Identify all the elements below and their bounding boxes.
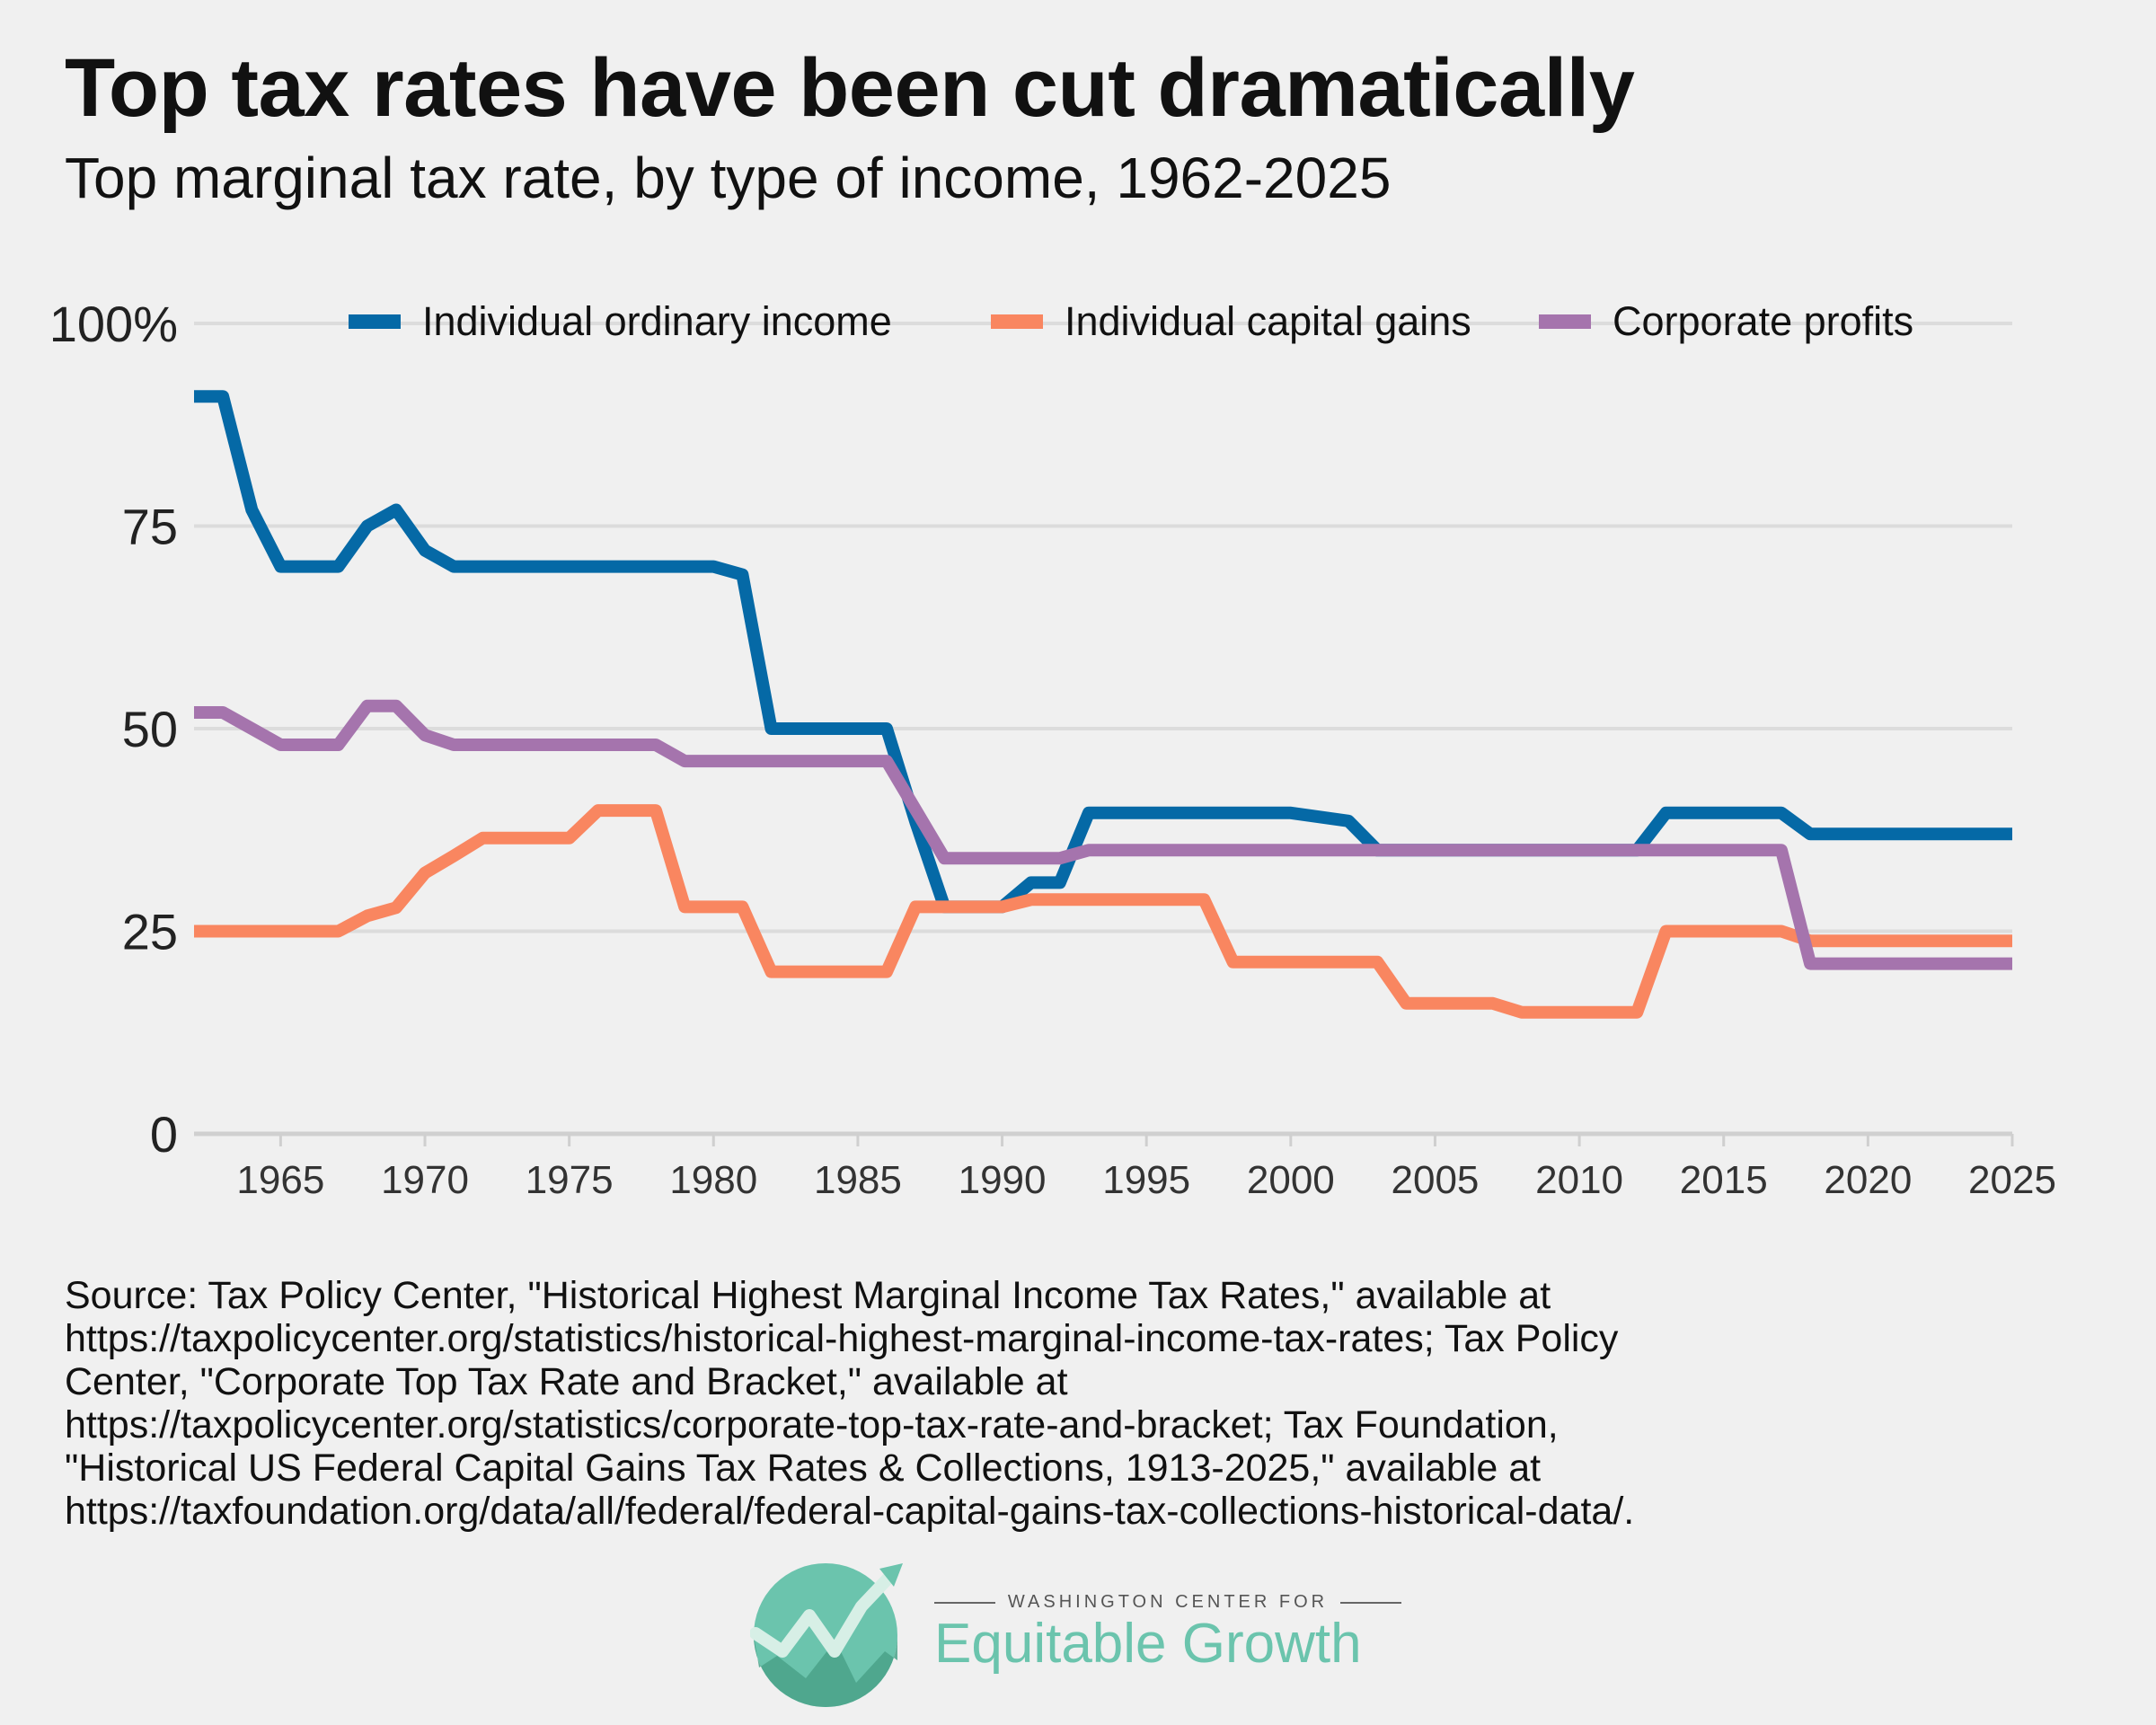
line-chart: 0 25 50 75 100% 1965 1970 1975 1980 1985 1990 1995 2… xyxy=(49,296,2056,1202)
x-tick-label: 1975 xyxy=(526,1158,614,1202)
x-tick-label: 2025 xyxy=(1968,1158,2056,1202)
source-line: Center, "Corporate Top Tax Rate and Brac… xyxy=(65,1360,1068,1403)
gridlines xyxy=(194,322,2012,1137)
x-tick-label: 2010 xyxy=(1535,1158,1623,1202)
source-line: "Historical US Federal Capital Gains Tax… xyxy=(65,1446,1542,1490)
legend-label: Corporate profits xyxy=(1613,298,1913,344)
x-tick-label: 1985 xyxy=(814,1158,902,1202)
y-tick-label: 100% xyxy=(49,296,178,352)
legend-label: Individual ordinary income xyxy=(422,298,892,344)
series-line-1 xyxy=(194,390,2012,914)
source-line: Source: Tax Policy Center, "Historical H… xyxy=(65,1274,1551,1317)
x-tick-label: 2000 xyxy=(1247,1158,1335,1202)
series-line-3 xyxy=(194,699,2012,970)
legend-label: Individual capital gains xyxy=(1065,298,1471,344)
x-tick-label: 1995 xyxy=(1102,1158,1190,1202)
source-note: Source: Tax Policy Center, "Historical H… xyxy=(65,1274,2113,1533)
logo: WASHINGTON CENTER FOR Equitable Growth xyxy=(750,1552,1415,1714)
x-tick-label: 1980 xyxy=(669,1158,757,1202)
axes: 0 25 50 75 100% 1965 1970 1975 1980 1985 1990 1995 2… xyxy=(49,296,2056,1202)
y-tick-label: 50 xyxy=(122,701,178,757)
x-tick-label: 2005 xyxy=(1392,1158,1480,1202)
source-line: https://taxpolicycenter.org/statistics/c… xyxy=(65,1403,1559,1446)
x-tick-label: 1990 xyxy=(959,1158,1047,1202)
source-line: https://taxpolicycenter.org/statistics/h… xyxy=(65,1317,1619,1360)
series-lines xyxy=(194,390,2012,1019)
series-line-2 xyxy=(194,804,2012,1019)
x-tick-label: 1970 xyxy=(381,1158,469,1202)
logo-org-prefix: WASHINGTON CENTER FOR xyxy=(934,1592,1402,1613)
chart-subtitle: Top marginal tax rate, by type of income… xyxy=(65,146,1392,210)
source-line: https://taxfoundation.org/data/all/feder… xyxy=(65,1490,1635,1533)
y-tick-label: 25 xyxy=(122,904,178,960)
x-tick-label: 2015 xyxy=(1680,1158,1768,1202)
growth-logo-icon xyxy=(750,1563,903,1707)
y-tick-label: 0 xyxy=(150,1106,178,1163)
chart-title: Top tax rates have been cut dramatically xyxy=(65,42,1635,134)
x-tick-label: 1965 xyxy=(236,1158,324,1202)
x-tick-label: 2020 xyxy=(1824,1158,1912,1202)
y-tick-label: 75 xyxy=(122,499,178,555)
legend: Individual ordinary income Individual cap… xyxy=(349,298,1913,344)
logo-org-name: Equitable Growth xyxy=(934,1613,1362,1675)
